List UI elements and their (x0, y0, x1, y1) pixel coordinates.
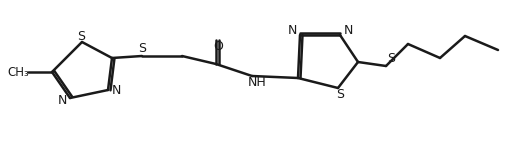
Text: N: N (344, 24, 353, 36)
Text: NH: NH (248, 75, 266, 88)
Text: S: S (77, 30, 85, 42)
Text: S: S (336, 88, 344, 102)
Text: O: O (213, 39, 223, 52)
Text: N: N (57, 93, 67, 106)
Text: N: N (287, 24, 296, 36)
Text: S: S (138, 42, 146, 56)
Text: S: S (387, 52, 395, 66)
Text: N: N (111, 84, 121, 96)
Text: CH₃: CH₃ (7, 66, 29, 80)
